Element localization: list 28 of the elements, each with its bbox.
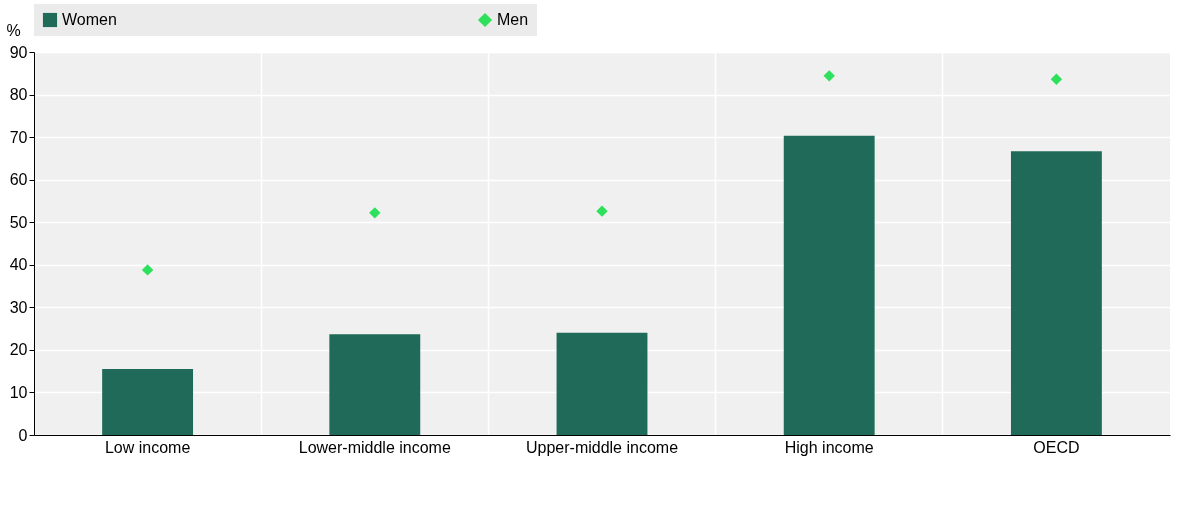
y-tick-label: 20 xyxy=(9,341,28,359)
x-tick-label: High income xyxy=(784,438,874,456)
legend-label: Women xyxy=(62,11,117,28)
y-tick-label: 90 xyxy=(9,43,28,61)
y-tick-label: 60 xyxy=(9,171,28,189)
y-tick-label: 30 xyxy=(9,298,28,316)
point xyxy=(369,207,381,219)
y-axis-title: % xyxy=(6,21,21,39)
y-tick-label: 50 xyxy=(9,213,28,231)
bar xyxy=(1010,151,1102,435)
x-tick-label: Upper-middle income xyxy=(525,438,679,456)
x-tick-label: Lower-middle income xyxy=(298,438,451,456)
point xyxy=(823,70,835,82)
point xyxy=(141,264,154,276)
bar xyxy=(783,135,875,435)
y-tick-label: 10 xyxy=(9,383,28,401)
bar xyxy=(102,369,194,435)
y-tick-label: 80 xyxy=(9,86,28,104)
bar xyxy=(329,334,421,435)
x-tick-label: Low income xyxy=(104,438,191,456)
point xyxy=(1050,73,1063,85)
point xyxy=(596,205,608,217)
y-tick-label: 40 xyxy=(9,256,28,274)
x-tick-label: OECD xyxy=(1033,438,1080,456)
y-tick-label: 70 xyxy=(9,128,28,146)
bar xyxy=(556,332,648,435)
legend-label: Men xyxy=(497,11,529,28)
y-tick-label: 0 xyxy=(18,426,28,444)
